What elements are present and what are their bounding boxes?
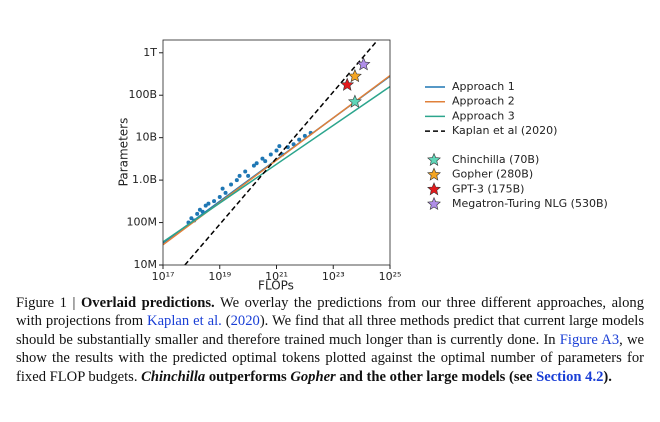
legend-label: Megatron-Turing NLG (530B)	[452, 197, 608, 210]
y-tick-label: 100B	[128, 88, 157, 101]
data-point	[223, 190, 228, 195]
caption-text: (	[221, 313, 231, 330]
y-axis-label: Parameters	[117, 118, 131, 187]
series-line	[184, 40, 379, 265]
legend-label: Chinchilla (70B)	[452, 153, 539, 166]
x-tick-label: 10²⁵	[379, 270, 402, 283]
figure-caption: Figure 1 | Overlaid predictions. We over…	[16, 294, 644, 386]
legend-label: Approach 1	[452, 80, 515, 93]
caption-emphasis: ).	[603, 368, 612, 385]
data-point	[237, 173, 242, 178]
series-line	[163, 85, 390, 243]
caption-emphasis: and the other large models (see	[335, 368, 537, 385]
legend-label: Kaplan et al (2020)	[452, 124, 557, 137]
data-point	[217, 195, 222, 200]
y-tick-label: 1T	[143, 46, 157, 59]
data-point	[251, 163, 256, 168]
data-point	[260, 156, 265, 161]
legend-star	[427, 167, 441, 181]
y-tick-label: 10B	[135, 131, 157, 144]
data-point	[268, 152, 273, 157]
data-point	[203, 203, 208, 208]
data-point	[302, 133, 307, 138]
legend-label: Approach 2	[452, 95, 515, 108]
model-star	[340, 77, 355, 91]
caption-title: Overlaid predictions.	[80, 295, 215, 311]
caption-emphasis: Gopher	[290, 368, 336, 385]
citation-link[interactable]: 2020	[230, 313, 260, 330]
section-link[interactable]: Section 4.2	[536, 368, 604, 385]
data-point	[195, 211, 200, 216]
model-star	[347, 68, 362, 83]
data-point	[277, 144, 282, 149]
data-point	[297, 137, 302, 142]
data-point	[220, 186, 225, 191]
data-point	[274, 148, 279, 153]
caption-label: Figure 1 |	[16, 295, 81, 311]
data-point	[229, 182, 234, 187]
data-point	[189, 216, 194, 221]
caption-text: ). We find that all three methods predic…	[16, 313, 645, 348]
citation-link[interactable]: Kaplan et al.	[147, 313, 222, 330]
legend-label: Gopher (280B)	[452, 168, 533, 181]
data-point	[254, 161, 259, 166]
data-point	[246, 173, 251, 178]
data-point	[243, 169, 248, 174]
caption-text: We overlay the predictions from our thre…	[16, 295, 644, 330]
data-point	[206, 201, 211, 206]
y-tick-label: 10M	[134, 258, 158, 271]
legend-label: Approach 3	[452, 109, 515, 122]
data-point	[212, 199, 217, 204]
caption-emphasis: outperforms	[205, 368, 291, 385]
x-tick-label: 10¹⁹	[208, 270, 231, 283]
x-tick-label: 10²³	[322, 270, 345, 283]
x-axis-label: FLOPs	[258, 279, 294, 291]
chart: FLOPs Parameters 10¹⁷ 10¹⁹ 10²¹ 10²³ 10²⁵ 10M…	[117, 39, 608, 291]
caption-text: , we show the results with the predicted…	[16, 331, 644, 385]
x-tick-label: 10²¹	[265, 270, 288, 283]
data-point	[263, 159, 268, 164]
y-tick-label: 1.0B	[132, 173, 157, 186]
x-tick-label: 10¹⁷	[152, 270, 175, 283]
y-tick-label: 100M	[127, 216, 158, 229]
model-star	[347, 94, 362, 108]
model-star	[356, 57, 371, 71]
legend-star	[427, 152, 441, 166]
data-point	[234, 178, 239, 183]
legend-star	[427, 196, 441, 211]
data-point	[291, 142, 296, 147]
figure-link[interactable]: Figure A3	[559, 331, 620, 348]
caption-emphasis: Chinchilla	[141, 368, 206, 385]
legend-label: GPT-3 (175B)	[452, 182, 524, 195]
legend-star	[427, 182, 441, 196]
